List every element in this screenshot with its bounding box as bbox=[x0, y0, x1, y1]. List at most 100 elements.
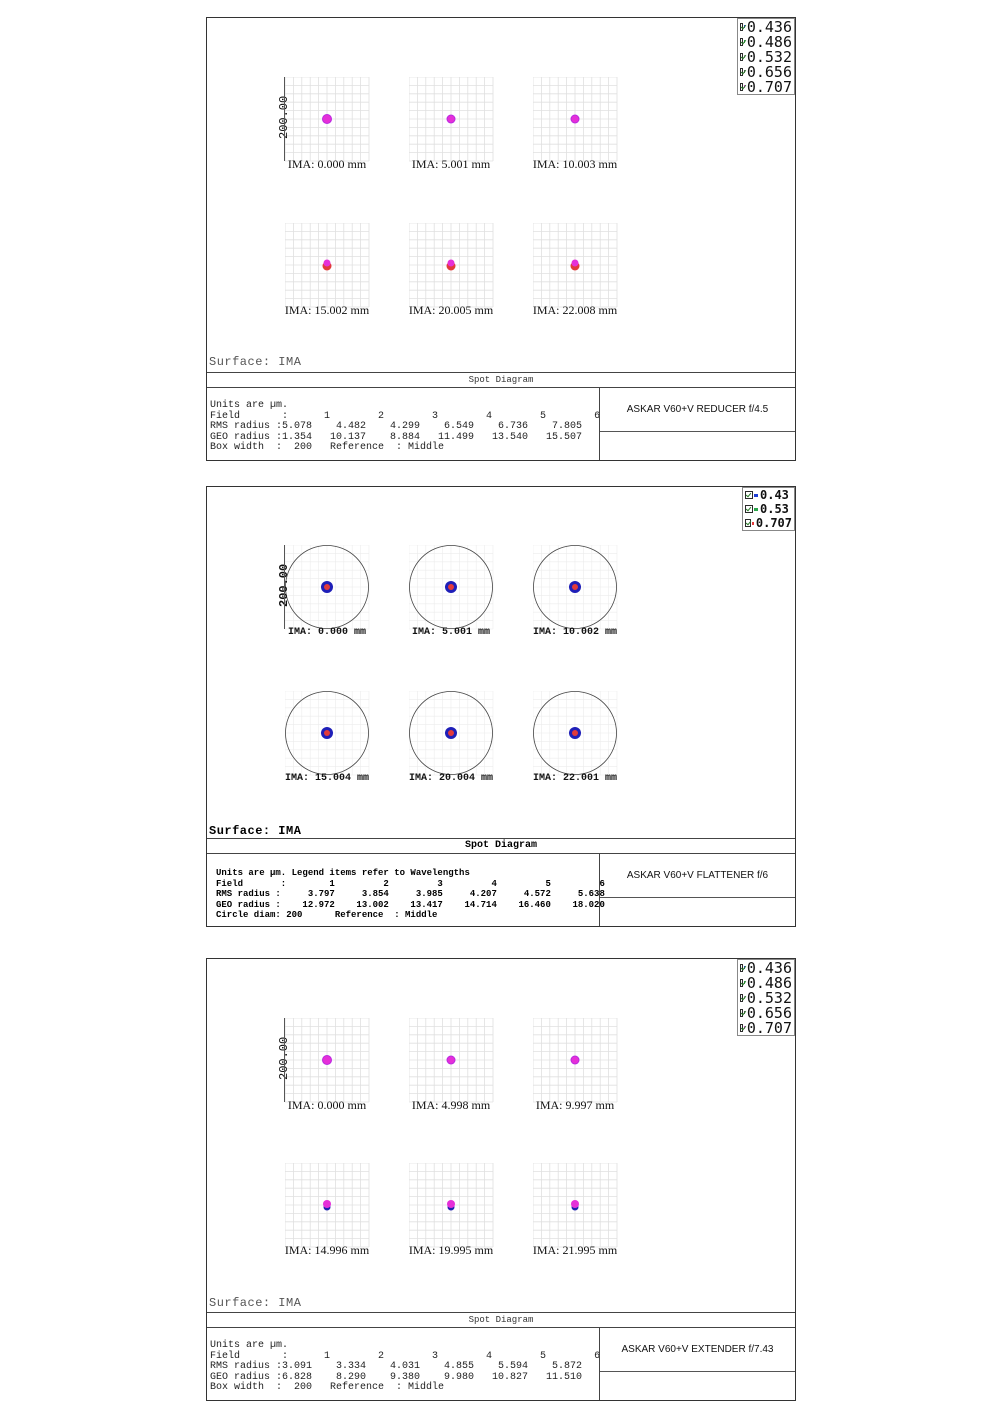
field-label-prefix: IMA: bbox=[284, 303, 312, 317]
checkbox-icon[interactable] bbox=[740, 1008, 744, 1017]
checkbox-icon[interactable] bbox=[740, 963, 744, 972]
spot-inner bbox=[571, 115, 579, 123]
checkbox-icon[interactable] bbox=[745, 505, 753, 513]
airy-circle bbox=[533, 691, 617, 775]
spot-plot bbox=[409, 77, 494, 162]
field-label-prefix: IMA: bbox=[535, 1098, 563, 1112]
spot-plot bbox=[409, 691, 494, 776]
field-label: IMA: 15.002 mm bbox=[252, 303, 402, 318]
spot-plot bbox=[285, 545, 370, 630]
checkbox-icon[interactable] bbox=[740, 52, 744, 61]
spot-magenta bbox=[447, 259, 455, 267]
field-label-prefix: IMA: bbox=[408, 303, 436, 317]
stats-block: Units are µm. Field : 1 2 3 4 5 6 RMS radi… bbox=[207, 1328, 601, 1400]
field-label: IMA: 5.001 mm bbox=[376, 627, 526, 638]
stats-line: GEO radius : 12.972 13.002 13.417 14.714… bbox=[216, 899, 605, 910]
checkbox-icon[interactable] bbox=[740, 67, 744, 76]
legend-item[interactable]: 0.532 bbox=[738, 989, 794, 1007]
field-unit: mm bbox=[474, 303, 494, 317]
grid bbox=[285, 1018, 370, 1103]
field-value: 5.001 bbox=[441, 157, 469, 171]
spot-cell bbox=[409, 77, 539, 177]
checkbox-icon[interactable] bbox=[745, 519, 751, 527]
field-label-prefix: IMA: bbox=[532, 1243, 560, 1257]
legend-label: 0.43 bbox=[760, 488, 789, 502]
legend-item[interactable]: 0.707 bbox=[743, 516, 794, 530]
spot-plot bbox=[409, 1018, 494, 1103]
legend-item[interactable]: 0.436 bbox=[738, 17, 794, 36]
wavelength-legend: 0.436 0.486 0.532 0.656 0.707 bbox=[737, 17, 795, 96]
spot-red bbox=[448, 584, 454, 590]
field-value: 15.002 bbox=[314, 303, 348, 317]
spot-cell bbox=[285, 691, 415, 791]
field-unit: mm bbox=[474, 1243, 494, 1257]
legend-label: 0.436 bbox=[746, 17, 792, 36]
spot-red bbox=[572, 584, 578, 590]
stats-block: Units are µm. Field : 1 2 3 4 5 6 RMS radi… bbox=[207, 388, 600, 460]
field-value: 4.998 bbox=[441, 1098, 469, 1112]
stats-line: Units are µm. bbox=[210, 1340, 289, 1351]
legend-item[interactable]: 0.656 bbox=[738, 1004, 794, 1022]
field-label: IMA: 0.000 mm bbox=[252, 1098, 402, 1113]
field-value: 10.002 bbox=[562, 627, 599, 638]
legend-item[interactable]: 0.707 bbox=[738, 1019, 794, 1037]
checkbox-icon[interactable] bbox=[740, 978, 744, 987]
field-value: 22.001 bbox=[562, 773, 599, 784]
grid bbox=[285, 223, 370, 308]
checkbox-icon[interactable] bbox=[740, 993, 744, 1002]
spot-inner bbox=[447, 1056, 455, 1064]
field-label: IMA: 15.004 mm bbox=[252, 773, 402, 784]
field-value: 0.000 bbox=[317, 1098, 345, 1112]
legend-label: 0.53 bbox=[760, 502, 789, 516]
field-value: 21.995 bbox=[562, 1243, 596, 1257]
divider bbox=[600, 1371, 795, 1372]
legend-item[interactable]: 0.656 bbox=[738, 63, 794, 81]
checkbox-icon[interactable] bbox=[740, 37, 744, 46]
spot-plot bbox=[533, 1163, 618, 1248]
legend-item[interactable]: 0.436 bbox=[738, 959, 794, 977]
field-value: 20.004 bbox=[438, 773, 475, 784]
stats-line: Field : 1 2 3 4 5 6 bbox=[216, 878, 605, 889]
spot-plot bbox=[285, 1163, 370, 1248]
legend-label: 0.532 bbox=[746, 47, 792, 66]
field-unit: mm bbox=[354, 627, 367, 638]
system-name: ASKAR V60+V FLATTENER f/6 bbox=[626, 870, 769, 881]
field-value: 20.005 bbox=[438, 303, 472, 317]
field-label-prefix: IMA: bbox=[411, 627, 436, 638]
checkbox-icon[interactable] bbox=[740, 82, 744, 91]
system-name: ASKAR V60+V EXTENDER f/7.43 bbox=[621, 1344, 774, 1355]
spot-diagram-panel: 0.436 0.486 0.532 0.656 0.707 IMA: 0.000 mm IM… bbox=[206, 17, 796, 461]
field-label: IMA: 14.996 mm bbox=[252, 1243, 402, 1258]
legend-item[interactable]: 0.43 bbox=[743, 488, 794, 502]
spot-inner bbox=[323, 115, 331, 123]
field-label: IMA: 4.998 mm bbox=[376, 1098, 526, 1113]
field-label: IMA: 10.002 mm bbox=[500, 627, 650, 638]
checkbox-icon[interactable] bbox=[745, 491, 753, 499]
field-unit: mm bbox=[350, 303, 370, 317]
legend-item[interactable]: 0.532 bbox=[738, 47, 794, 66]
spot-plot bbox=[409, 1163, 494, 1248]
scale-bar bbox=[284, 77, 285, 161]
legend-label: 0.486 bbox=[746, 973, 792, 992]
spot-plot bbox=[533, 77, 618, 162]
legend-item[interactable]: 0.486 bbox=[738, 33, 794, 51]
legend-item[interactable]: 0.486 bbox=[738, 973, 794, 992]
spot-cell bbox=[409, 545, 539, 645]
checkbox-icon[interactable] bbox=[740, 1023, 744, 1032]
checkbox-icon[interactable] bbox=[740, 22, 744, 31]
field-label-prefix: IMA: bbox=[287, 627, 312, 638]
spot-red bbox=[324, 730, 330, 736]
field-label-prefix: IMA: bbox=[411, 1098, 439, 1112]
field-label-prefix: IMA: bbox=[532, 303, 560, 317]
field-label: IMA: 10.003 mm bbox=[500, 157, 650, 172]
field-value: 10.003 bbox=[562, 157, 596, 171]
grid bbox=[409, 77, 494, 162]
spot-inner bbox=[447, 115, 455, 123]
legend-item[interactable]: 0.53 bbox=[743, 502, 794, 516]
grid bbox=[409, 1163, 494, 1248]
legend-item[interactable]: 0.707 bbox=[738, 78, 794, 96]
stats-line: Field : 1 2 3 4 5 6 bbox=[210, 1350, 601, 1362]
stats-line: Box width : 200 Reference : Middle bbox=[210, 442, 445, 453]
legend-color-swatch bbox=[754, 507, 758, 511]
scale-bar bbox=[284, 1018, 285, 1102]
